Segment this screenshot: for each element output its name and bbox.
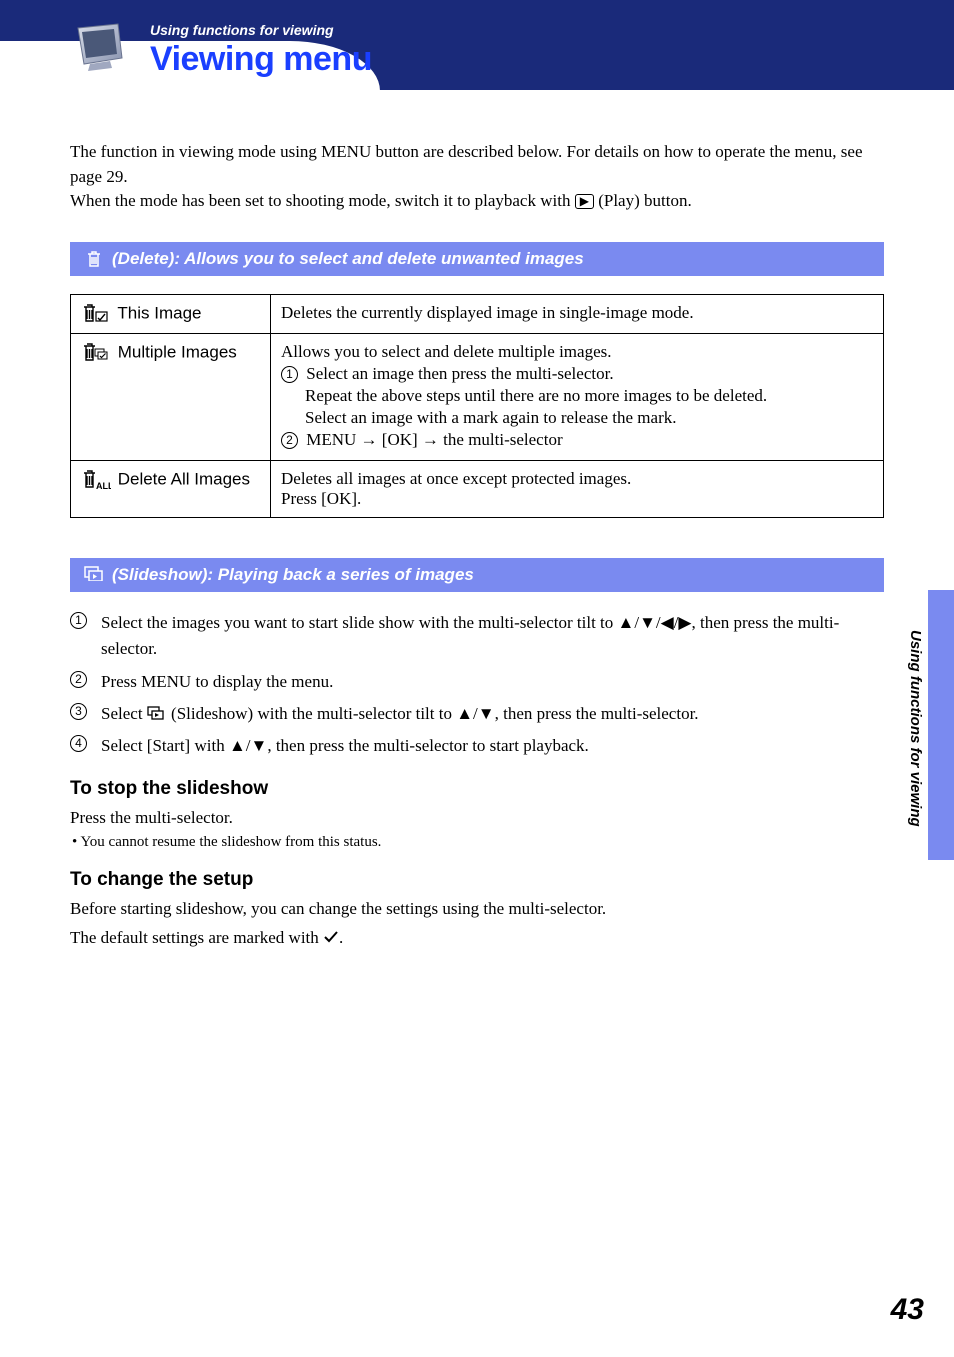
change-body1: Before starting slideshow, you can chang…: [70, 897, 884, 922]
intro-line2a: When the mode has been set to shooting m…: [70, 191, 575, 210]
delete-bar-label: (Delete): Allows you to select and delet…: [112, 249, 584, 269]
change-heading: To change the setup: [70, 869, 884, 891]
circled-3-icon: 3: [70, 703, 87, 720]
row-label-cell: ALL Delete All Images: [71, 460, 271, 517]
table-row: This Image Deletes the currently display…: [71, 294, 884, 333]
content-area: The function in viewing mode using MENU …: [0, 90, 954, 951]
row-desc-cell: Deletes the currently displayed image in…: [271, 294, 884, 333]
stop-bullet: You cannot resume the slideshow from thi…: [72, 834, 884, 851]
row-label-cell: Multiple Images: [71, 333, 271, 460]
svg-text:ALL: ALL: [96, 481, 111, 491]
step-1: 1Select the images you want to start sli…: [70, 610, 884, 663]
breadcrumb: Using functions for viewing: [150, 22, 372, 38]
row-label-cell: This Image: [71, 294, 271, 333]
trash-multi-icon: [81, 342, 111, 364]
intro-line2b: (Play) button.: [594, 191, 692, 210]
step-2: 2Press MENU to display the menu.: [70, 669, 884, 695]
row-desc: Deletes the currently displayed image in…: [281, 303, 694, 322]
row-desc-cell: Deletes all images at once except protec…: [271, 460, 884, 517]
circled-4-icon: 4: [70, 735, 87, 752]
slideshow-section-bar: (Slideshow): Playing back a series of im…: [70, 558, 884, 592]
stop-heading: To stop the slideshow: [70, 778, 884, 800]
page-number: 43: [891, 1293, 924, 1327]
page-title: Viewing menu: [150, 40, 372, 79]
side-label: Using functions for viewing: [907, 630, 924, 827]
circled-2-icon: 2: [281, 432, 298, 449]
change-body2: The default settings are marked with .: [70, 926, 884, 951]
table-row: Multiple Images Allows you to select and…: [71, 333, 884, 460]
delete-table: This Image Deletes the currently display…: [70, 294, 884, 518]
slideshow-bar-icon: [84, 565, 104, 585]
multi-desc1: Allows you to select and delete multiple…: [281, 342, 873, 362]
row-label: Delete All Images: [113, 469, 250, 488]
slideshow-inline-icon: [147, 702, 167, 716]
intro-line1: The function in viewing mode using MENU …: [70, 142, 863, 186]
side-tab: [928, 590, 954, 860]
multi-step2: 2 MENU → [OK] → the multi-selector: [281, 430, 873, 450]
multi-indent2: Select an image with a mark again to rel…: [305, 408, 873, 428]
all-desc2: Press [OK].: [281, 489, 873, 509]
slideshow-steps: 1Select the images you want to start sli…: [70, 610, 884, 760]
multi-indent1: Repeat the above steps until there are n…: [305, 386, 873, 406]
slideshow-bar-label: (Slideshow): Playing back a series of im…: [112, 565, 474, 585]
circled-1-icon: 1: [281, 366, 298, 383]
trash-icon: [84, 249, 104, 269]
monitor-icon: [70, 20, 130, 75]
all-desc1: Deletes all images at once except protec…: [281, 469, 873, 489]
stop-body: Press the multi-selector.: [70, 806, 884, 831]
top-banner: Using functions for viewing Viewing menu: [0, 0, 954, 90]
step-4: 4Select [Start] with ▲/▼, then press the…: [70, 733, 884, 759]
multi-step1: 1 Select an image then press the multi-s…: [281, 364, 873, 384]
trash-all-icon: ALL: [81, 469, 111, 491]
play-icon: ▶: [575, 194, 594, 209]
checkmark-icon: [323, 927, 339, 941]
circled-2-icon: 2: [70, 671, 87, 688]
circled-1-icon: 1: [70, 612, 87, 629]
header-text: Using functions for viewing Viewing menu: [150, 22, 372, 79]
trash-this-icon: [81, 303, 111, 325]
row-label: This Image: [113, 303, 202, 322]
step-3: 3Select (Slideshow) with the multi-selec…: [70, 701, 884, 727]
intro-paragraph: The function in viewing mode using MENU …: [70, 140, 884, 214]
table-row: ALL Delete All Images Deletes all images…: [71, 460, 884, 517]
row-desc-cell: Allows you to select and delete multiple…: [271, 333, 884, 460]
delete-section-bar: (Delete): Allows you to select and delet…: [70, 242, 884, 276]
row-label: Multiple Images: [113, 342, 237, 361]
